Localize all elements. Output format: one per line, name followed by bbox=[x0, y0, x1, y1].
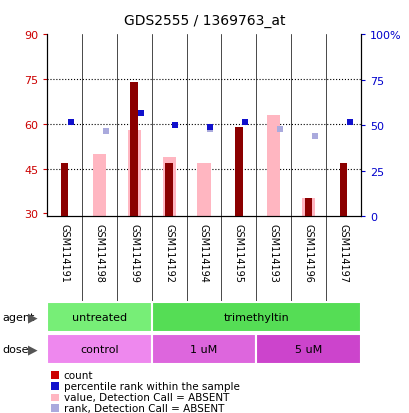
Text: dose: dose bbox=[2, 344, 29, 354]
Text: control: control bbox=[80, 344, 119, 354]
Bar bbox=[301, 199, 315, 217]
Bar bbox=[151, 335, 256, 364]
Bar bbox=[197, 163, 210, 217]
Text: percentile rank within the sample: percentile rank within the sample bbox=[63, 381, 239, 391]
Text: untreated: untreated bbox=[72, 313, 127, 323]
Bar bbox=[162, 157, 175, 217]
Bar bbox=[47, 303, 151, 332]
Text: GDS2555 / 1369763_at: GDS2555 / 1369763_at bbox=[124, 14, 285, 28]
Text: GSM114195: GSM114195 bbox=[233, 223, 243, 282]
Text: GSM114193: GSM114193 bbox=[268, 223, 278, 282]
Text: GSM114197: GSM114197 bbox=[337, 223, 348, 282]
Text: trimethyltin: trimethyltin bbox=[223, 313, 288, 323]
Bar bbox=[266, 116, 280, 217]
Bar bbox=[339, 163, 346, 217]
Bar bbox=[127, 131, 141, 217]
Text: 5 uM: 5 uM bbox=[294, 344, 321, 354]
Bar bbox=[256, 335, 360, 364]
Bar bbox=[234, 128, 242, 217]
Bar bbox=[130, 83, 138, 217]
Text: ▶: ▶ bbox=[28, 343, 37, 356]
Bar bbox=[92, 154, 106, 217]
Text: GSM114191: GSM114191 bbox=[59, 223, 70, 282]
Text: 1 uM: 1 uM bbox=[190, 344, 217, 354]
Bar bbox=[151, 303, 360, 332]
Bar bbox=[61, 163, 68, 217]
Text: agent: agent bbox=[2, 313, 34, 323]
Text: value, Detection Call = ABSENT: value, Detection Call = ABSENT bbox=[63, 392, 228, 402]
Text: GSM114199: GSM114199 bbox=[129, 223, 139, 282]
Bar bbox=[47, 335, 151, 364]
Bar bbox=[165, 163, 173, 217]
Text: ▶: ▶ bbox=[28, 311, 37, 324]
Text: count: count bbox=[63, 370, 93, 380]
Text: GSM114192: GSM114192 bbox=[164, 223, 174, 282]
Text: GSM114196: GSM114196 bbox=[303, 223, 313, 282]
Text: rank, Detection Call = ABSENT: rank, Detection Call = ABSENT bbox=[63, 403, 223, 413]
Text: GSM114198: GSM114198 bbox=[94, 223, 104, 282]
Text: GSM114194: GSM114194 bbox=[198, 223, 209, 282]
Bar bbox=[304, 199, 312, 217]
